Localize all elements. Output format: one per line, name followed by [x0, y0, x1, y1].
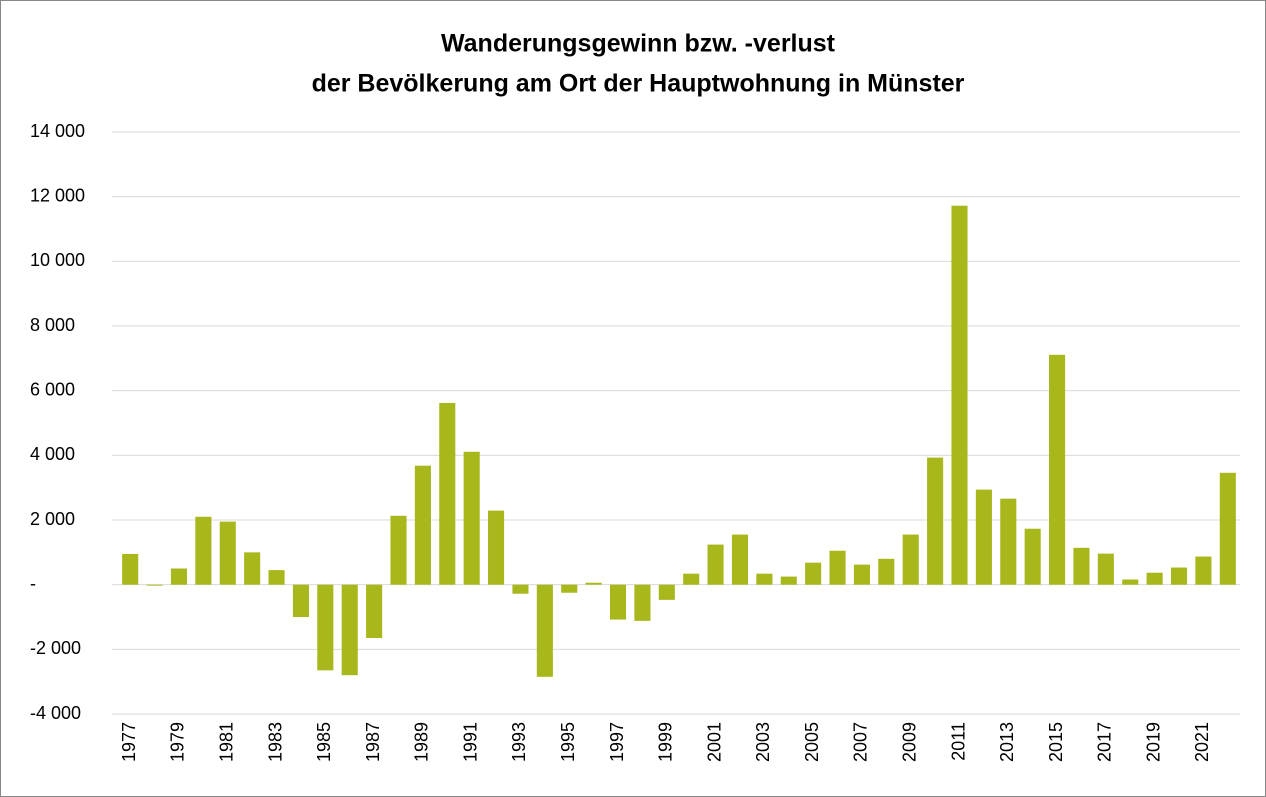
x-tick-label: 2005: [802, 722, 822, 762]
x-tick-label: 2015: [1046, 722, 1066, 762]
x-tick-label: 1981: [217, 722, 237, 762]
bar: [219, 521, 236, 585]
bar: [536, 584, 553, 677]
bar: [609, 584, 627, 620]
bar: [1097, 553, 1114, 585]
bar: [927, 457, 944, 585]
y-tick-label: 2 000: [30, 509, 75, 529]
x-tick-label: 1997: [607, 722, 627, 762]
bar: [853, 564, 870, 585]
x-tick-label: 1977: [119, 722, 139, 762]
bar: [1146, 572, 1163, 585]
y-tick-label: 12 000: [30, 185, 85, 205]
bar: [244, 552, 261, 585]
bar: [268, 570, 285, 585]
x-tick-label: 1983: [265, 722, 285, 762]
bar: [780, 576, 797, 585]
x-tick-label: 2001: [704, 722, 724, 762]
bar: [1219, 472, 1236, 585]
x-tick-label: 1989: [412, 722, 432, 762]
bar: [658, 584, 675, 600]
x-tick-label: 2019: [1143, 722, 1163, 762]
bar: [731, 534, 749, 585]
x-tick-label: 1991: [460, 722, 480, 762]
bar: [829, 550, 846, 585]
bar: [1024, 528, 1041, 585]
y-tick-label: -: [30, 573, 36, 593]
bar: [122, 553, 139, 585]
bar: [902, 534, 919, 585]
bar: [512, 584, 529, 594]
bar: [1000, 498, 1017, 585]
x-tick-label: 1999: [656, 722, 676, 762]
bar: [707, 544, 724, 585]
chart-title: Wanderungsgewinn bzw. -verlust: [441, 30, 836, 58]
y-tick-label: 6 000: [30, 379, 75, 399]
x-tick-label: 2021: [1192, 722, 1212, 762]
y-tick-label: 8 000: [30, 315, 75, 335]
x-tick-label: 2017: [1095, 722, 1115, 762]
bar: [1122, 579, 1139, 585]
chart-subtitle: der Bevölkerung am Ort der Hauptwohnung …: [312, 70, 965, 98]
x-tick-label: 1979: [168, 722, 188, 762]
y-tick-label: -4 000: [30, 703, 81, 723]
bar: [1049, 354, 1066, 585]
y-tick-label: 14 000: [30, 121, 85, 141]
bar: [805, 562, 822, 585]
bar: [341, 584, 358, 676]
x-tick-label: 2003: [753, 722, 773, 762]
bar: [1195, 556, 1212, 585]
x-tick-label: 2007: [851, 722, 871, 762]
bar: [414, 465, 431, 585]
y-tick-label: -2 000: [30, 638, 81, 658]
bar: [561, 584, 578, 593]
bar: [683, 573, 700, 585]
x-tick-label: 1985: [314, 722, 334, 762]
bar: [463, 451, 480, 585]
bar: [317, 584, 334, 671]
x-tick-label: 2013: [997, 722, 1017, 762]
bar: [292, 584, 309, 617]
bar: [585, 582, 602, 585]
bar: [146, 584, 163, 586]
bar: [634, 584, 651, 621]
x-tick-label: 1987: [363, 722, 383, 762]
bar: [878, 558, 895, 585]
bar: [390, 515, 407, 585]
x-tick-label: 2011: [948, 722, 968, 761]
bar: [1073, 547, 1090, 585]
bar: [756, 573, 773, 585]
x-tick-label: 1993: [509, 722, 529, 762]
y-tick-label: 4 000: [30, 444, 75, 464]
bar: [439, 402, 456, 585]
bar: [195, 516, 212, 585]
bar: [488, 510, 505, 585]
bar: [170, 568, 188, 585]
bar: [975, 489, 992, 585]
bar: [951, 205, 968, 585]
bar: [366, 584, 383, 639]
y-tick-label: 10 000: [30, 250, 85, 270]
bar: [1170, 567, 1188, 585]
x-tick-label: 1995: [558, 722, 578, 762]
x-tick-label: 2009: [899, 722, 919, 762]
